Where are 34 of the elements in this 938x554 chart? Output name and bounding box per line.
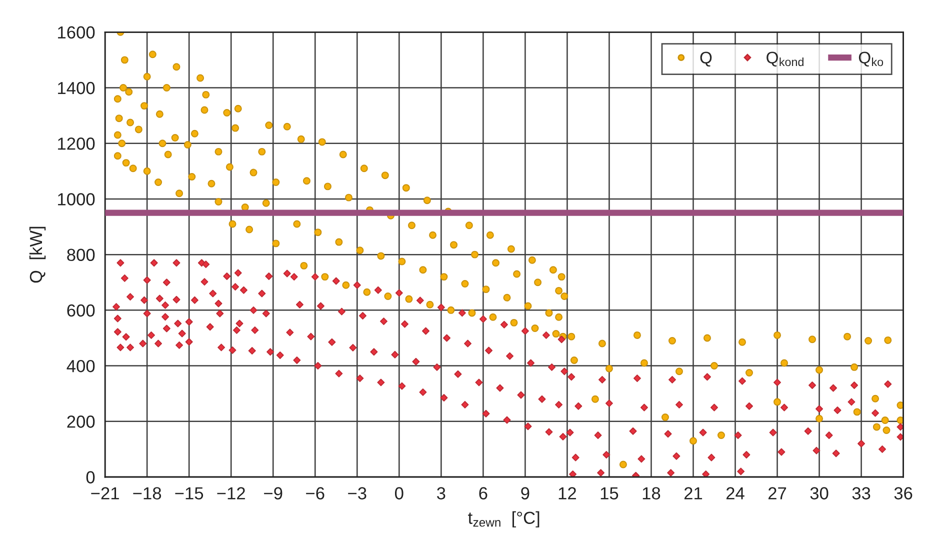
y-tick-label: 1200 [58,138,95,150]
y-tick-label: 400 [66,360,95,372]
x-tick-label: 15 [600,487,618,500]
legend-label: Q [700,52,712,67]
y-tick-label: 1000 [58,193,95,206]
x-axis-title: t$_{zewn}$ [°C] [468,511,540,528]
legend-label: Q$_{kond}$ [766,52,804,66]
x-tick-label: 27 [768,487,786,500]
x-tick-label: 9 [521,487,530,500]
y-tick-label: 1400 [58,82,95,94]
x-tick-label: 3 [436,487,446,500]
x-tick-label: 21 [684,487,702,500]
x-tick-label: −12 [217,487,245,500]
y-tick-label: 800 [67,248,95,262]
x-tick-label: 18 [642,487,660,500]
legend-label: Q$_{ko}$ [858,52,884,66]
x-tick-label: 36 [894,487,912,500]
x-tick-label: 30 [810,487,828,500]
x-tick-label: 6 [479,487,488,500]
x-tick-label: −15 [175,487,204,500]
y-tick-label: 600 [67,304,95,317]
x-tick-label: −18 [133,487,162,500]
y-axis-title: Q [kW] [29,226,46,283]
x-tick-label: −21 [91,487,119,500]
y-tick-label: 200 [67,416,95,428]
x-tick-label: 0 [394,487,404,500]
x-tick-label: 24 [726,487,744,500]
y-tick-label: 0 [86,471,95,484]
x-tick-label: −6 [306,487,324,500]
x-tick-label: −9 [264,487,282,500]
x-tick-label: 12 [558,487,576,500]
x-tick-label: −3 [348,487,366,500]
x-tick-label: 33 [852,487,870,500]
y-tick-label: 1600 [58,26,95,39]
